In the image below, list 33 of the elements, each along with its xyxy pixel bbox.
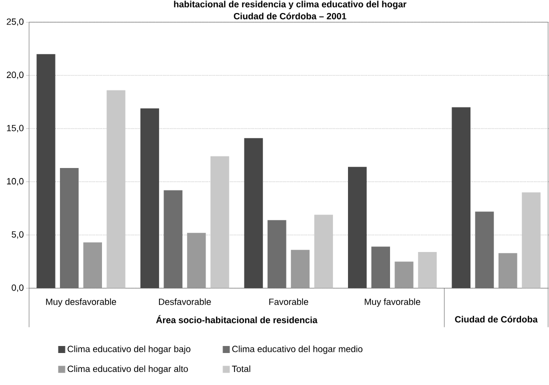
bar: [394, 262, 414, 288]
bar: [418, 252, 437, 288]
y-tick-label: 0,0: [12, 284, 24, 292]
bar: [164, 190, 182, 288]
bar: [60, 168, 79, 288]
legend-label: Clima educativo del hogar medio: [232, 346, 362, 354]
bar: [83, 242, 102, 288]
legend-label: Clima educativo del hogar alto: [68, 365, 188, 374]
x-tick-label: Muy favorable: [364, 298, 420, 307]
bar: [106, 90, 126, 288]
bar: [371, 246, 390, 288]
y-tick-label: 20,0: [6, 72, 24, 80]
chart-title: habitacional de residencia y clima educativo del hogar: [174, 0, 406, 10]
bar: [314, 214, 333, 288]
x-tick-label: Favorable: [269, 298, 308, 305]
bar: [210, 156, 230, 288]
y-tick-label: 10,0: [7, 178, 24, 186]
text: Ciudad de Córdoba: [455, 316, 538, 323]
chart-subtitle: Ciudad de Córdoba – 2001: [234, 12, 346, 20]
bar: [187, 232, 206, 288]
bar: [290, 250, 310, 288]
text: Área socio-habitacional de residencia: [156, 315, 318, 324]
y-tick-label: 15,0: [7, 124, 24, 132]
y-tick-label: 25,0: [6, 18, 24, 26]
bar: [268, 220, 286, 288]
bar: [475, 212, 494, 288]
bar: [522, 192, 541, 288]
bar: [498, 253, 518, 288]
x-tick-label: Muy desfavorable: [46, 298, 116, 307]
legend-label: Clima educativo del hogar bajo: [68, 346, 190, 354]
x-tick-label: Desfavorable: [158, 298, 211, 305]
y-tick-label: 5,0: [12, 231, 24, 239]
legend-label: Total: [232, 365, 250, 372]
